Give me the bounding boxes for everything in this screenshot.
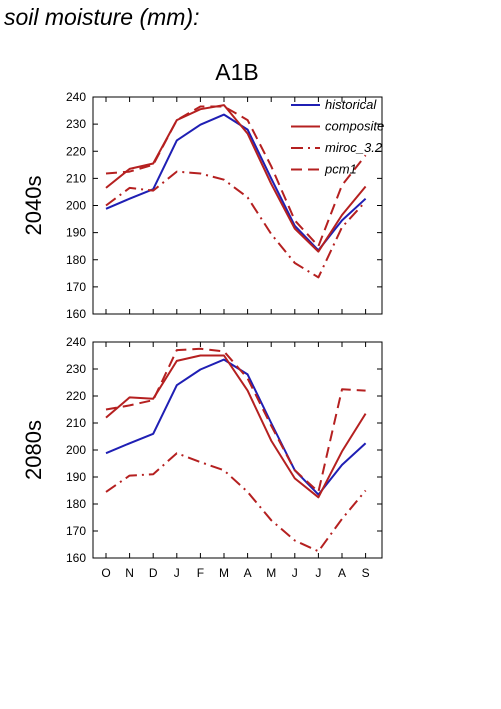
legend-label-pcm1: pcm1 [324, 162, 357, 177]
y-tick-label: 210 [66, 171, 86, 185]
legend: historical composite miroc_3.2 pcm1 [291, 97, 384, 177]
x-tick-label: S [362, 566, 370, 580]
y-tick-label: 240 [66, 90, 86, 104]
y-tick-label: 210 [66, 416, 86, 430]
x-tick-label: A [244, 566, 252, 580]
x-tick-label: D [149, 566, 158, 580]
x-tick-label: O [101, 566, 110, 580]
series-line-historical [105, 358, 367, 496]
y-tick-label: 170 [66, 280, 86, 294]
y-tick-label: 230 [66, 362, 86, 376]
series-line-miroc_3.2 [105, 452, 367, 553]
page-title: soil moisture (mm): [4, 4, 200, 30]
row-label-2080s: 2080s [21, 420, 46, 480]
row-label-2040s: 2040s [21, 176, 46, 236]
y-tick-label: 190 [66, 470, 86, 484]
y-tick-label: 200 [66, 199, 86, 213]
legend-label-miroc_3.2: miroc_3.2 [325, 140, 383, 155]
series-line-composite [105, 354, 367, 499]
chart-panels: 160 170 180 190 200 210 220 230 240 2040s 160 170 18… [21, 90, 383, 580]
series-line-composite [105, 104, 367, 253]
y-tick-label: 160 [66, 307, 86, 321]
series-line-miroc_3.2 [105, 170, 367, 279]
legend-label-historical: historical [325, 97, 377, 112]
y-tick-label: 180 [66, 253, 86, 267]
y-tick-label: 190 [66, 226, 86, 240]
y-tick-label: 230 [66, 117, 86, 131]
y-tick-label: 220 [66, 389, 86, 403]
y-tick-label: 200 [66, 443, 86, 457]
x-tick-label: A [338, 566, 346, 580]
legend-label-composite: composite [325, 119, 384, 134]
series-line-pcm1 [105, 105, 367, 248]
scenario-title: A1B [215, 59, 258, 85]
series-line-pcm1 [105, 347, 366, 493]
x-tick-label: J [292, 566, 298, 580]
y-tick-label: 180 [66, 497, 86, 511]
x-tick-label: M [266, 566, 276, 580]
x-tick-label: J [174, 566, 180, 580]
y-tick-label: 170 [66, 524, 86, 538]
x-tick-label: F [197, 566, 204, 580]
y-tick-label: 220 [66, 144, 86, 158]
x-tick-label: M [219, 566, 229, 580]
y-tick-label: 160 [66, 551, 86, 565]
x-tick-label: J [315, 566, 321, 580]
panel-2040s: 160 170 180 190 200 210 220 230 240 2040s [21, 90, 383, 321]
x-tick-label: N [125, 566, 134, 580]
y-tick-label: 240 [66, 335, 86, 349]
series-line-historical [105, 113, 367, 252]
